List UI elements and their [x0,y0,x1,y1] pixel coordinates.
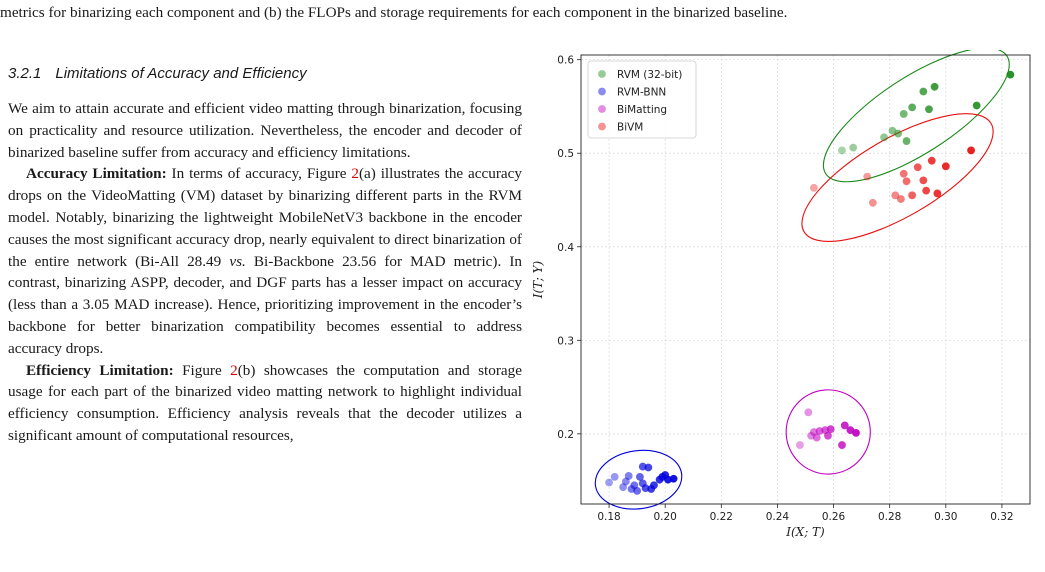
efficiency-heading: Efficiency Limitation: [26,361,174,379]
y-tick-label: 0.2 [557,429,574,441]
figure-ref-link[interactable]: 2 [230,361,238,379]
subsection-heading: 3.2.1 Limitations of Accuracy and Efficie… [8,64,522,84]
data-point [930,82,939,91]
data-point [925,105,933,114]
x-tick-label: 0.18 [597,511,620,523]
data-point [852,429,860,437]
figure-ref-link[interactable]: 2 [351,165,359,183]
data-point [933,189,942,198]
x-tick-label: 0.20 [653,511,676,523]
efficiency-text-1: Figure [173,361,231,379]
figure-caption-tail: metrics for binarizing each component an… [0,4,788,21]
legend-marker [598,87,606,96]
scatter-chart: 0.18 0.20 0.22 0.24 0.26 0.28 0.30 0.32 0.2 0.3 0.… [531,50,1031,539]
data-point [838,441,846,449]
data-point [908,191,917,200]
data-point [902,177,911,186]
data-point [810,183,818,192]
accuracy-text-2: (a) illustrates the accuracy drops on th… [8,165,522,270]
accuracy-paragraph: Accuracy Limitation: In terms of accurac… [8,163,522,359]
data-point [605,478,613,487]
data-point [899,110,908,118]
data-point [902,137,911,145]
data-point [913,163,922,172]
cluster-ellipse [801,113,994,242]
data-point [838,146,846,155]
legend-marker [598,122,606,131]
x-tick-label: 0.28 [878,511,901,523]
efficiency-paragraph: Efficiency Limitation: Figure 2(b) showc… [8,360,522,447]
scatter-figure: 0.18 0.20 0.22 0.24 0.26 0.28 0.30 0.32 0.2 0.3 0.… [526,50,1045,572]
data-point [897,195,905,203]
cluster-ellipse [785,389,871,475]
y-tick-label: 0.4 [557,242,574,254]
accuracy-text-3: Bi-Backbone 23.56 for MAD metric). In co… [8,252,522,357]
data-point [622,477,630,486]
data-point [868,198,877,207]
data-point [919,87,928,96]
plot-frame [580,54,1031,505]
legend-marker [598,105,606,113]
data-point [804,408,813,417]
data-point [812,433,821,442]
legend-box [587,60,697,139]
x-tick-label: 0.22 [710,511,733,523]
data-point [636,472,644,481]
vs-text: vs. [229,252,246,270]
data-point [624,472,633,480]
data-point [894,129,903,138]
data-point [927,156,936,165]
y-axis-label: I(T; Y) [531,260,545,299]
subsection-title: Limitations of Accuracy and Efficiency [55,65,307,82]
legend-label: BiVM [617,122,643,134]
section-body: 3.2.1 Limitations of Accuracy and Efficie… [8,56,522,447]
intro-paragraph: We aim to attain accurate and efficient … [8,100,522,161]
y-tick-label: 0.3 [557,335,574,347]
subsection-number: 3.2.1 [8,65,42,82]
legend-marker [598,70,606,78]
data-point [941,162,950,171]
data-point [633,487,642,495]
y-tick-label: 0.5 [557,148,574,160]
accuracy-text-1: In terms of accuracy, Figure [166,165,352,183]
legend-label: BiMatting [617,104,667,116]
legend-label: RVM (32-bit) [617,69,682,81]
data-point [922,186,931,195]
y-tick-label: 0.6 [557,55,574,67]
data-point [669,474,678,483]
data-point [967,146,975,155]
data-point [795,441,804,449]
x-tick-label: 0.24 [766,511,790,523]
cluster-ellipse [822,50,1010,183]
data-point [824,431,832,440]
data-point [610,472,619,481]
data-point [919,176,928,185]
data-point [619,483,627,492]
data-point [908,103,917,112]
data-point [826,425,835,434]
legend-label: RVM-BNN [617,87,666,99]
data-point [880,133,888,142]
data-point [972,101,981,110]
data-point [644,463,653,472]
x-axis-label: I(X; T) [785,525,825,539]
data-point [899,169,908,178]
data-point [849,143,858,152]
accuracy-heading: Accuracy Limitation: [26,165,167,183]
data-point [863,172,872,181]
data-point [840,421,849,430]
x-tick-label: 0.32 [990,511,1013,523]
x-tick-label: 0.26 [822,511,846,523]
efficiency-text-2: (b) showcases the computation and storag… [8,361,522,444]
cluster-ellipse [594,449,683,510]
data-point [1006,70,1015,79]
x-tick-label: 0.30 [934,511,957,523]
data-point [650,481,658,490]
data-point [891,191,900,200]
